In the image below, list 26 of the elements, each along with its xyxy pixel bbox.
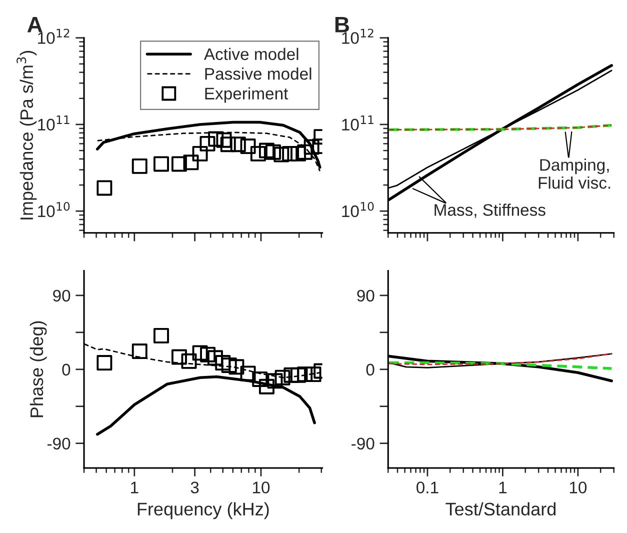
y-tick-label: -90: [47, 438, 70, 450]
legend-label: Experiment: [205, 87, 288, 103]
x-tick-label: 3: [190, 482, 199, 494]
chart-title: A: [27, 17, 42, 32]
y-tick-label: 10$^{11}$: [38, 116, 70, 131]
x-tick-label: 1: [499, 482, 507, 494]
y-tick-label: 10$^{10}$: [38, 202, 70, 218]
x-tick-label: 10: [252, 482, 270, 494]
y-axis-title: Impedance (Pa s/m$^{3}$): [16, 50, 37, 220]
x-axis-title: Frequency (kHz): [138, 502, 269, 520]
x-tick-label: 10: [570, 482, 587, 494]
y-tick-label: 0: [62, 364, 70, 376]
annotation: Mass, Stiffness: [434, 204, 546, 218]
x-tick-label: 0.1: [416, 482, 438, 494]
y-tick-label: 90: [53, 290, 70, 302]
x-axis-title: Test/Standard: [446, 502, 556, 516]
y-tick-label: 90: [357, 290, 374, 302]
y-tick-label: 10$^{11}$: [342, 116, 374, 131]
legend-label: Active model: [204, 48, 298, 60]
y-tick-label: 0: [366, 364, 374, 376]
legend-label: Passive model: [205, 68, 312, 80]
annotation: Damping, Fluid visc.: [538, 158, 610, 189]
x-tick-label: 1: [131, 482, 138, 494]
y-tick-label: 10$^{10}$: [342, 202, 374, 218]
y-tick-label: -90: [352, 438, 374, 450]
y-axis-title: Phase (deg): [30, 321, 47, 418]
